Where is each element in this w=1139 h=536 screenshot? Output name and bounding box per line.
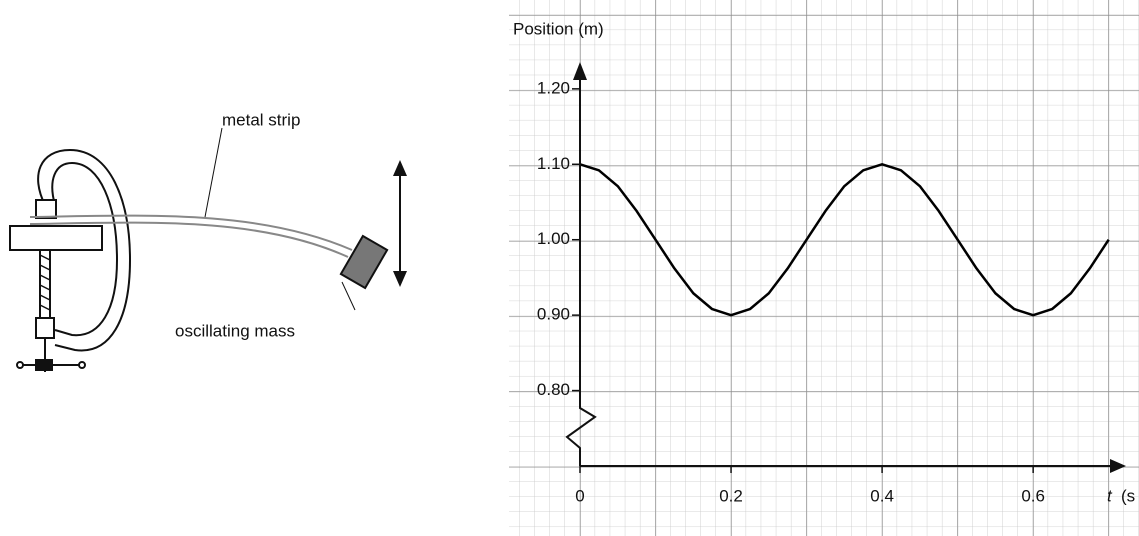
y-tick-label: 1.20 — [537, 78, 570, 97]
x-tick-label: 0.6 — [1021, 486, 1045, 505]
label: oscillating mass — [175, 321, 295, 340]
graph-paper — [509, 0, 1139, 536]
leader-line — [341, 281, 356, 311]
x-tick-label: 0.4 — [870, 486, 894, 505]
label: metal strip — [222, 110, 300, 129]
handle-end — [78, 361, 86, 369]
x-axis-unit: (s — [1121, 486, 1135, 505]
x-tick-label: 0.2 — [719, 486, 743, 505]
bench — [9, 225, 103, 251]
handle-end — [16, 361, 24, 369]
y-tick-label: 0.80 — [537, 380, 570, 399]
screw — [39, 250, 51, 318]
clamp-pad — [35, 317, 55, 339]
y-axis-label: Position (m) — [513, 19, 604, 38]
apparatus — [9, 127, 407, 372]
x-tick-label: 0 — [575, 486, 584, 505]
y-axis — [565, 78, 597, 466]
clamp-inner — [51, 161, 119, 337]
y-tick-label: 1.10 — [537, 154, 570, 173]
strip-edge — [29, 214, 353, 251]
arrow-head — [1110, 459, 1126, 473]
leader-line — [204, 127, 223, 218]
clamp-jaw — [35, 199, 57, 219]
y-tick-label: 1.00 — [537, 229, 570, 248]
y-tick-label: 0.90 — [537, 305, 570, 324]
axes — [565, 62, 1126, 473]
clamp-outer — [37, 148, 132, 352]
x-axis-symbol: t — [1107, 486, 1113, 505]
arrow-head — [573, 62, 587, 80]
strip-edge — [29, 221, 349, 258]
mass — [339, 234, 389, 290]
data-line — [579, 163, 1110, 317]
plot — [579, 163, 1110, 317]
screw-thread — [39, 254, 51, 311]
handle-hub — [35, 359, 53, 371]
